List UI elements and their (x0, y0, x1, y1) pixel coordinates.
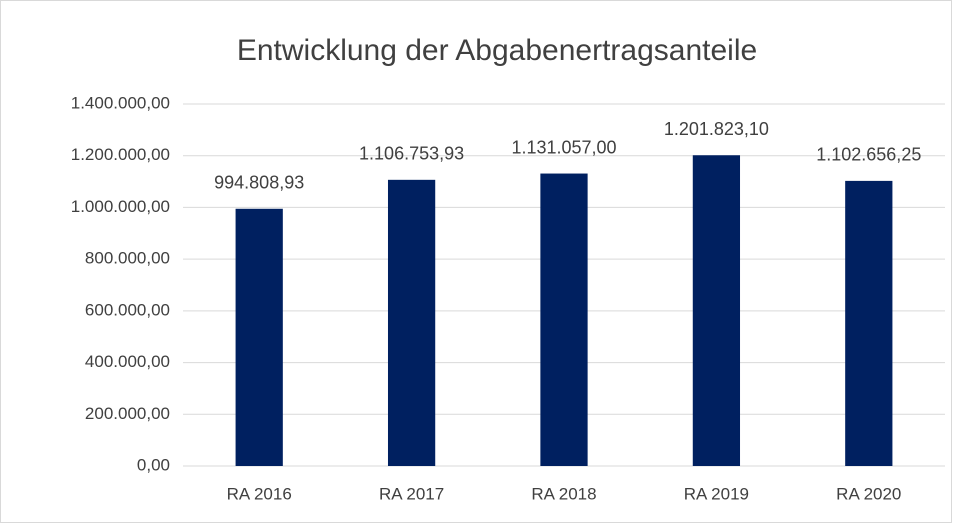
bar (387, 179, 436, 466)
x-tick-label: RA 2017 (379, 484, 444, 503)
y-tick-label: 1.200.000,00 (71, 145, 170, 164)
data-label: 1.201.823,10 (664, 119, 769, 139)
chart-title: Entwicklung der Abgabenertragsanteile (237, 34, 757, 67)
x-tick-label: RA 2020 (836, 484, 901, 503)
x-tick-label: RA 2019 (684, 484, 749, 503)
x-tick-label: RA 2016 (227, 484, 292, 503)
bar (540, 173, 588, 467)
y-tick-label: 400.000,00 (85, 352, 170, 371)
data-label: 994.808,93 (214, 173, 304, 193)
y-tick-label: 600.000,00 (85, 300, 170, 319)
data-label: 1.102.656,25 (816, 145, 921, 165)
y-tick-label: 200.000,00 (85, 404, 170, 423)
bar (692, 155, 741, 466)
y-tick-label: 0,00 (137, 455, 170, 474)
y-tick-label: 1.400.000,00 (71, 93, 170, 112)
y-tick-label: 800.000,00 (85, 249, 170, 268)
bar (235, 208, 283, 467)
data-label: 1.106.753,93 (359, 144, 464, 164)
y-tick-label: 1.000.000,00 (71, 197, 170, 216)
data-label: 1.131.057,00 (511, 137, 616, 157)
bar (845, 180, 893, 467)
x-tick-label: RA 2018 (531, 484, 596, 503)
